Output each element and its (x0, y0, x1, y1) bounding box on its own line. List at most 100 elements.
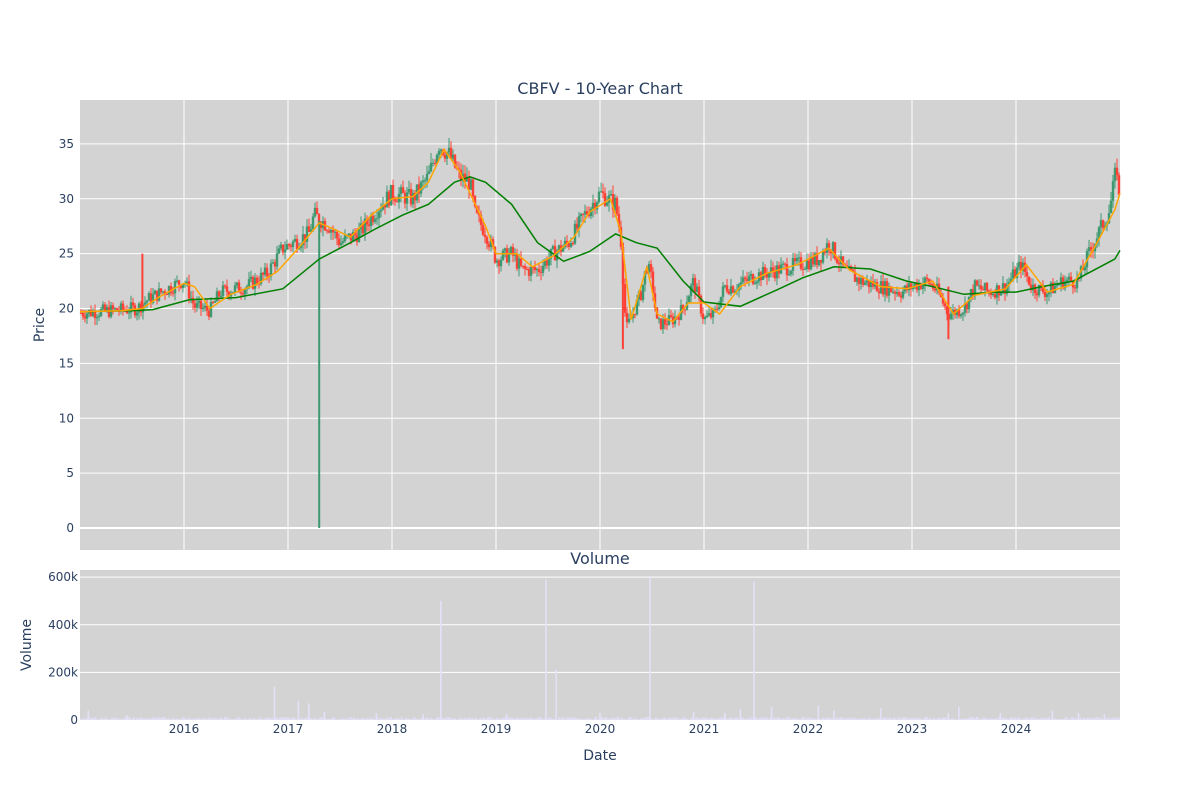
volume-spike-bar (87, 710, 90, 720)
volume-bar (253, 717, 256, 720)
volume-bar (170, 718, 173, 720)
volume-bar (381, 718, 384, 720)
candle-body (1083, 267, 1087, 271)
candle-body (561, 246, 565, 252)
candle-body (407, 189, 411, 193)
volume-bar (996, 719, 999, 720)
volume-bar (891, 718, 893, 720)
candle-body (589, 208, 593, 217)
volume-bar (923, 717, 926, 720)
volume-bar (1079, 716, 1082, 720)
volume-bar (559, 718, 562, 720)
candle-body (979, 285, 983, 290)
volume-bar (430, 717, 433, 720)
volume-spike-bar (817, 705, 820, 720)
volume-bar (984, 717, 987, 720)
candle-body (881, 281, 885, 295)
candle-body (717, 307, 721, 310)
candle-body (227, 291, 231, 297)
candle-body (471, 179, 475, 197)
candle-body (271, 262, 275, 264)
volume-bar (778, 717, 780, 720)
volume-bar (1002, 717, 1005, 720)
volume-bar (977, 716, 979, 720)
volume-bar (1068, 719, 1070, 720)
candle-body (329, 229, 333, 233)
candle-body (575, 223, 579, 229)
volume-bar (350, 716, 352, 720)
volume-bar (870, 719, 872, 720)
candle-body (771, 267, 775, 272)
volume-bar (326, 719, 329, 720)
candle-body (1049, 282, 1053, 292)
volume-bar (640, 718, 642, 720)
candle-body (663, 319, 667, 325)
volume-bar (408, 718, 410, 720)
candle-body (549, 248, 553, 259)
candle-body (295, 238, 299, 250)
volume-bar (766, 717, 768, 720)
candle-body (1055, 285, 1059, 287)
volume-bar (1041, 718, 1043, 720)
volume-bar (931, 719, 933, 720)
candle-body (263, 267, 267, 275)
volume-bar (858, 718, 860, 720)
volume-bar (1033, 719, 1036, 720)
volume-bar (925, 716, 927, 720)
candle-body (1007, 281, 1011, 285)
candle-body (859, 278, 863, 284)
candle-body (913, 283, 917, 287)
volume-bar (360, 718, 363, 720)
candle-body (633, 313, 637, 315)
volume-bar (1032, 716, 1034, 720)
volume-bar (121, 719, 124, 720)
volume-bar (782, 718, 785, 720)
volume-bar (681, 717, 684, 720)
volume-spike-bar (1077, 712, 1080, 720)
volume-bar (258, 718, 260, 720)
candle-body (307, 226, 311, 232)
candle-body (885, 281, 889, 296)
x-tick-label: 2017 (273, 722, 304, 736)
candle-body (751, 274, 755, 284)
candle-body (853, 271, 857, 282)
volume-bar (127, 717, 129, 720)
volume-bar (282, 717, 284, 720)
volume-bar (577, 718, 580, 720)
candle-body (503, 248, 507, 251)
volume-bar (289, 718, 291, 720)
candle-body (603, 192, 607, 206)
volume-bar (597, 719, 599, 720)
volume-bar (502, 717, 504, 720)
candle-body (837, 262, 841, 265)
volume-bar-series (80, 577, 1120, 720)
candle-body (651, 271, 655, 294)
volume-bar (96, 719, 98, 720)
volume-bar (717, 718, 719, 720)
volume-bar (551, 718, 553, 720)
candle-body (451, 154, 455, 159)
volume-bar (161, 716, 164, 720)
volume-plot-area[interactable] (80, 570, 1120, 720)
candle-body (989, 291, 993, 296)
volume-bar (861, 718, 863, 720)
candle-body (493, 246, 497, 263)
candle-body (119, 303, 123, 312)
candle-body (949, 313, 953, 320)
candle-body (115, 308, 119, 311)
candle-body (111, 305, 115, 310)
volume-bar (959, 718, 961, 720)
candle-body (155, 290, 159, 301)
volume-bar (301, 716, 303, 720)
candle-body (955, 309, 959, 315)
volume-bar (1010, 717, 1012, 720)
volume-y-tick-label: 600k (48, 570, 78, 584)
candle-body (731, 286, 735, 293)
volume-bar (351, 718, 354, 720)
candle-body (357, 229, 361, 243)
volume-bar (80, 718, 82, 720)
candle-body (167, 286, 171, 295)
volume-bar (304, 718, 306, 720)
volume-bar (1057, 718, 1060, 720)
volume-bar (769, 717, 771, 720)
